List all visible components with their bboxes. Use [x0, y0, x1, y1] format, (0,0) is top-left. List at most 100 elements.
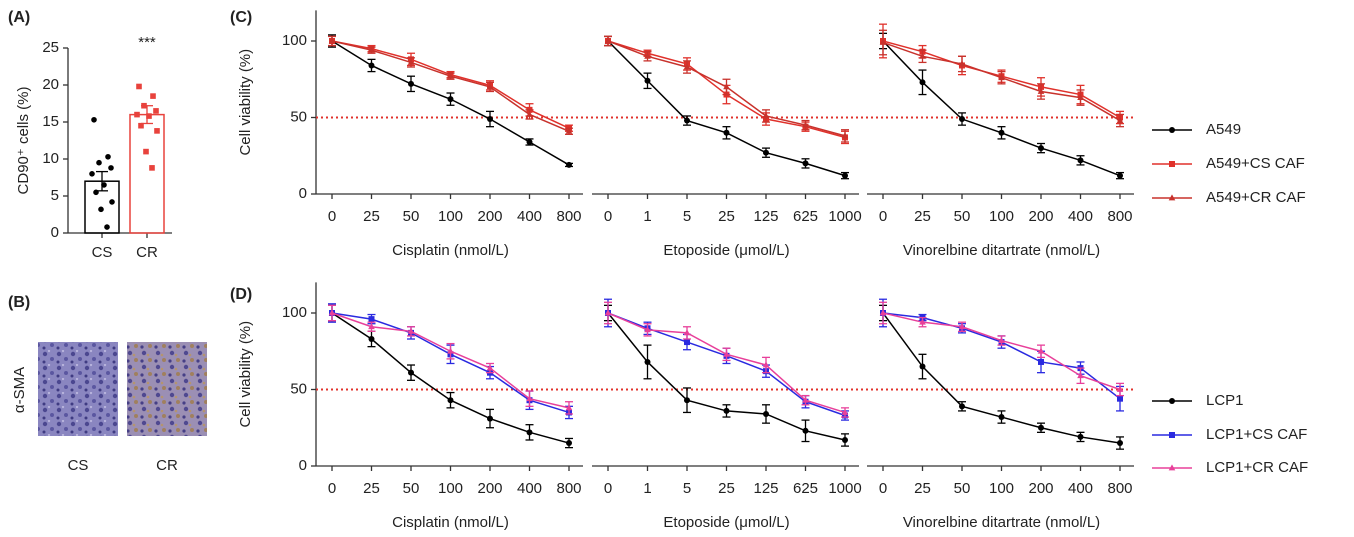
x-tick-label: 200 [1028, 480, 1053, 497]
marker [149, 165, 155, 171]
legend-label: LCP1 [1206, 392, 1244, 409]
marker [526, 395, 533, 402]
marker [998, 129, 1005, 136]
marker [447, 397, 454, 404]
y-tick-label: 0 [299, 457, 307, 474]
x-tick-label: 100 [989, 208, 1014, 225]
marker [1077, 94, 1084, 101]
marker [486, 83, 494, 90]
x-axis-label: Vinorelbine ditartrate (nmol/L) [903, 242, 1100, 259]
marker [959, 116, 965, 123]
x-tick-label: 1000 [828, 480, 861, 497]
marker [723, 83, 730, 90]
marker [1077, 433, 1084, 440]
marker [763, 410, 769, 417]
marker [1116, 385, 1124, 392]
marker [723, 350, 730, 357]
y-tick-label: 20 [42, 76, 59, 93]
marker [802, 427, 809, 434]
x-tick-label: 25 [914, 208, 931, 225]
marker [1038, 145, 1044, 152]
marker [105, 153, 111, 160]
marker [919, 318, 926, 325]
x-tick-label: CS [92, 244, 113, 261]
marker [1037, 87, 1045, 94]
x-tick-label: 800 [1107, 480, 1132, 497]
marker [1038, 358, 1044, 365]
marker [998, 414, 1005, 421]
x-tick-label: 50 [954, 480, 971, 497]
panel-label: (D) [230, 286, 252, 303]
legend-label: LCP1+CS CAF [1206, 426, 1307, 443]
marker [1117, 440, 1123, 447]
marker [1169, 127, 1175, 133]
x-tick-label: 0 [328, 208, 336, 225]
marker [683, 329, 691, 336]
x-tick-label: 625 [793, 208, 818, 225]
x-tick-label: 200 [477, 208, 502, 225]
x-tick-label: 400 [517, 480, 542, 497]
marker [879, 38, 887, 45]
marker [98, 206, 104, 213]
x-tick-label: 400 [517, 208, 542, 225]
marker [684, 397, 690, 404]
marker [644, 77, 651, 84]
marker [487, 415, 493, 422]
y-tick-label: 50 [290, 380, 307, 397]
marker [104, 224, 110, 230]
stain-label: α-SMA [11, 367, 28, 413]
marker [447, 96, 454, 103]
x-tick-label: 25 [718, 480, 735, 497]
marker [919, 52, 926, 59]
x-axis-label: Cisplatin (nmol/L) [392, 514, 509, 531]
marker [919, 363, 926, 370]
x-tick-label: 400 [1068, 480, 1093, 497]
marker [138, 122, 144, 129]
y-axis-label: Cell viability (%) [237, 49, 254, 156]
marker [487, 116, 493, 123]
legend-label: A549+CR CAF [1206, 189, 1306, 206]
x-tick-label: 625 [793, 480, 818, 497]
x-tick-label: 5 [683, 208, 691, 225]
x-tick-label: 125 [753, 208, 778, 225]
marker [143, 148, 149, 155]
marker [368, 316, 375, 323]
panel-label: (A) [8, 9, 30, 26]
x-tick-label: 100 [989, 480, 1014, 497]
marker [565, 127, 573, 134]
marker [526, 110, 533, 117]
marker [408, 80, 414, 87]
marker [959, 403, 965, 410]
x-tick-label: 50 [954, 208, 971, 225]
marker [841, 132, 849, 139]
marker [1169, 161, 1175, 167]
ihc-image [127, 342, 207, 436]
marker [154, 128, 160, 134]
marker [1169, 398, 1175, 404]
marker [368, 62, 375, 69]
x-tick-label: 0 [879, 480, 887, 497]
marker [146, 113, 152, 119]
marker [89, 171, 95, 177]
x-tick-label: 25 [914, 480, 931, 497]
marker [762, 361, 770, 368]
marker [1117, 395, 1123, 402]
x-tick-label: 1 [643, 480, 651, 497]
marker [1038, 424, 1044, 431]
x-tick-label: CR [136, 244, 158, 261]
marker [1037, 347, 1045, 354]
y-tick-label: 10 [42, 150, 59, 167]
marker [108, 165, 114, 171]
y-tick-label: 25 [42, 39, 59, 56]
y-tick-label: 5 [51, 187, 59, 204]
marker [684, 339, 690, 346]
marker [723, 407, 730, 414]
y-tick-label: 100 [282, 32, 307, 49]
x-axis-label: Cisplatin (nmol/L) [392, 242, 509, 259]
marker [526, 429, 533, 436]
group-label: CR [156, 457, 178, 474]
marker [958, 323, 966, 330]
marker [763, 149, 769, 156]
marker [998, 74, 1005, 81]
marker [96, 159, 102, 166]
